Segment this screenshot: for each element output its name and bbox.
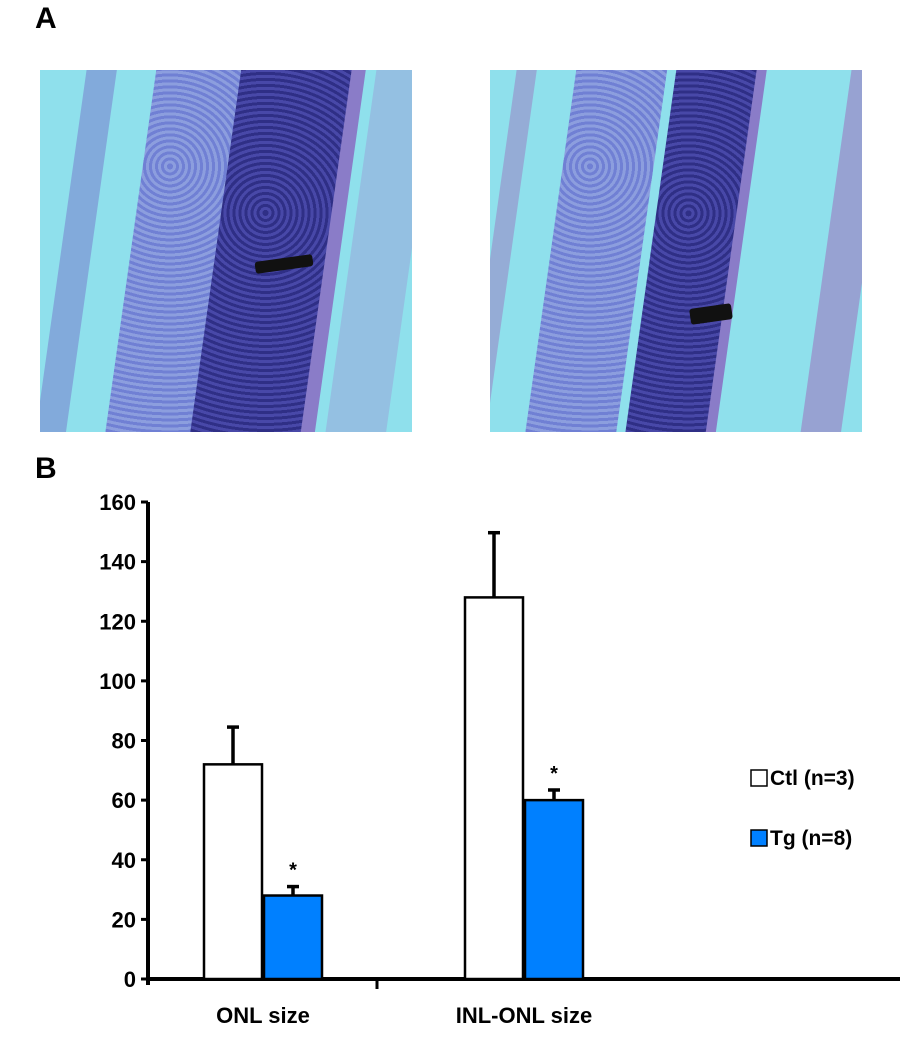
- bar-tg: [523, 798, 585, 981]
- y-tick-label: 120: [99, 609, 136, 634]
- significance-marker: *: [289, 860, 297, 882]
- bar-chart: 0 20 40 60 80 100 120 140 160 * ONL size * INL-ONL s…: [99, 490, 900, 1028]
- y-tick-label: 140: [99, 550, 136, 575]
- y-tick-label: 20: [112, 907, 136, 932]
- micrograph-ctl: [40, 70, 412, 432]
- x-tick-label: ONL size: [216, 1003, 310, 1028]
- bar-ctl: [463, 596, 525, 981]
- y-tick-label: 60: [112, 788, 136, 813]
- bar-tg: [262, 894, 324, 981]
- y-tick-label: 40: [112, 848, 136, 873]
- legend-label: Ctl (n=3): [770, 767, 855, 790]
- legend-label: Tg (n=8): [770, 827, 852, 850]
- y-tick-label: 160: [99, 490, 136, 515]
- significance-marker: *: [550, 763, 558, 785]
- panel-label-a: A: [35, 2, 57, 35]
- y-tick-label: 100: [99, 669, 136, 694]
- y-tick-label: 0: [124, 967, 136, 992]
- x-tick-label: INL-ONL size: [456, 1003, 593, 1028]
- y-tick-label: 80: [112, 729, 136, 754]
- panel-label-b: B: [35, 452, 57, 485]
- legend-swatch-tg: [750, 829, 768, 847]
- bar-ctl: [202, 763, 264, 981]
- legend-swatch-ctl: [750, 769, 768, 787]
- micrograph-tg: [490, 70, 862, 432]
